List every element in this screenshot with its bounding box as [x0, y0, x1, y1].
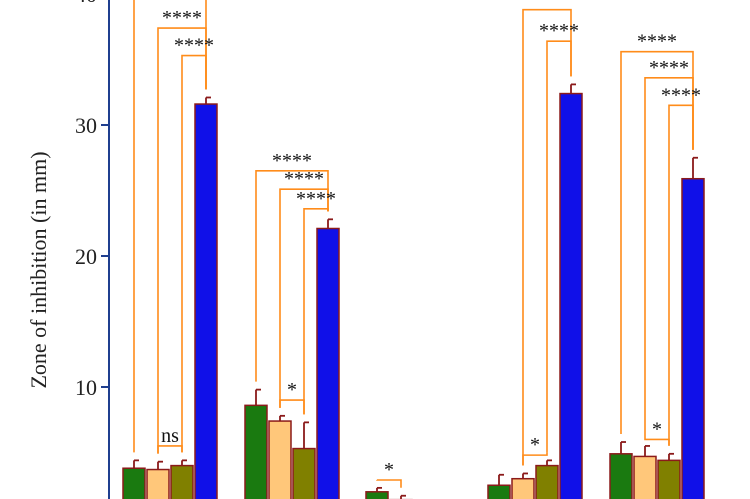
significance-label: **** [637, 31, 677, 53]
significance-brackets: ********ns******************************… [133, 0, 701, 488]
significance-bracket [279, 188, 329, 408]
significance-bracket [668, 104, 694, 446]
significance-label: * [652, 418, 662, 440]
bar [292, 447, 316, 499]
y-axis: 10 20 30 40 [75, 0, 110, 499]
significance-label: **** [162, 7, 202, 29]
significance-label: * [530, 434, 540, 456]
significance-label: * [384, 459, 394, 481]
significance-label: **** [174, 35, 214, 57]
significance-label: **** [527, 0, 567, 11]
significance-bracket [303, 208, 329, 415]
significance-bracket [181, 54, 207, 453]
y-tick-label: 30 [75, 113, 97, 138]
significance-label: **** [272, 150, 312, 172]
bar [268, 420, 292, 499]
bar [316, 227, 340, 499]
significance-bracket [157, 445, 183, 454]
bars [122, 92, 705, 499]
bar [194, 103, 218, 499]
bar [487, 484, 511, 499]
bar [244, 404, 268, 499]
bar [681, 177, 705, 499]
bar [170, 464, 194, 499]
significance-label: **** [284, 168, 324, 190]
bar [146, 468, 170, 499]
bar [511, 477, 535, 499]
significance-label: **** [661, 84, 701, 106]
bar [535, 464, 559, 499]
significance-label: **** [539, 20, 579, 42]
significance-label: **** [296, 188, 336, 210]
bar [609, 453, 633, 499]
significance-label: ns [161, 425, 179, 447]
bar [122, 467, 146, 499]
significance-bracket [546, 40, 572, 453]
y-axis-label: Zone of inhibition (in mm) [26, 151, 51, 388]
bar [365, 491, 389, 499]
y-tick-label: 10 [75, 375, 97, 400]
significance-bracket [279, 399, 305, 415]
error-bars [133, 83, 698, 499]
significance-bracket [644, 437, 670, 446]
y-tick-label: 40 [75, 0, 97, 7]
significance-bracket [376, 479, 402, 488]
significance-label: * [287, 379, 297, 401]
y-tick-label: 20 [75, 244, 97, 269]
bar [559, 92, 583, 499]
significance-bracket [522, 452, 548, 466]
bar [633, 455, 657, 499]
significance-label: **** [649, 57, 689, 79]
bar [657, 459, 681, 499]
